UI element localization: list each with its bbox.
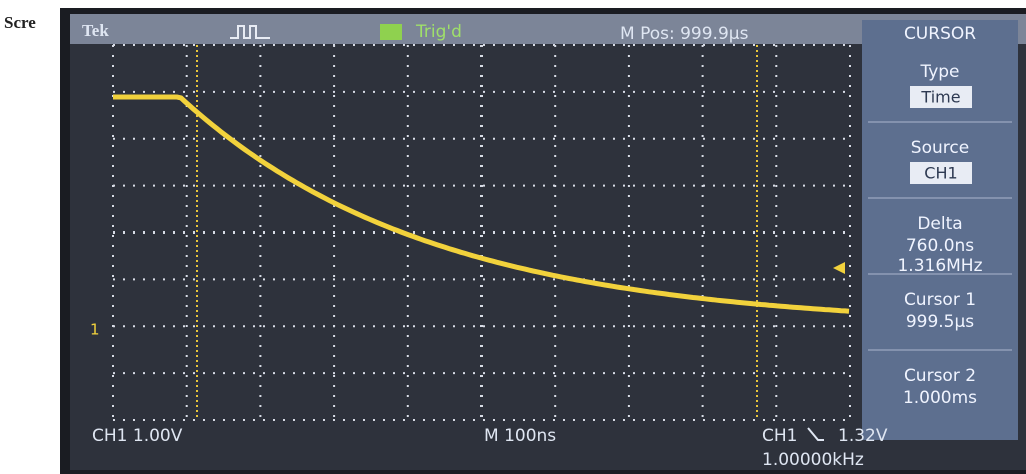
menu-value-box — [910, 162, 972, 184]
trigger-indicator — [380, 24, 402, 40]
trigger-source: CH1 — [762, 426, 797, 446]
menu-line: 1.316MHz — [897, 256, 982, 276]
menu-title: CURSOR — [904, 24, 976, 44]
menu-label: Cursor 2 — [904, 366, 976, 386]
position: M Pos: 999.9µs — [620, 24, 749, 44]
timebase: M 100ns — [484, 426, 556, 446]
menu-value-box — [910, 86, 972, 108]
menu-line: 999.5µs — [906, 312, 974, 332]
menu-line: 1.000ms — [903, 388, 977, 408]
menu-label: Type — [919, 62, 959, 82]
brand: Tek — [82, 21, 109, 40]
trigger-status: Trig'd — [415, 22, 462, 42]
frequency: 1.00000kHz — [762, 450, 864, 470]
falling-edge-icon — [807, 427, 824, 441]
trigger-icon — [230, 25, 270, 39]
channel-marker: 1 — [90, 321, 100, 339]
menu-value: Time — [920, 88, 960, 107]
menu-label: Source — [911, 138, 969, 158]
page-label: Scre — [4, 13, 36, 32]
trigger-level-marker — [833, 262, 845, 274]
menu-line: 760.0ns — [906, 236, 974, 256]
menu-label: Cursor 1 — [904, 290, 976, 310]
menu-value: CH1 — [924, 164, 957, 183]
menu-label: Delta — [917, 214, 962, 234]
trigger-level: 1.32V — [838, 426, 888, 446]
waveform — [113, 94, 850, 314]
vertical-scale: CH1 1.00V — [92, 426, 183, 446]
